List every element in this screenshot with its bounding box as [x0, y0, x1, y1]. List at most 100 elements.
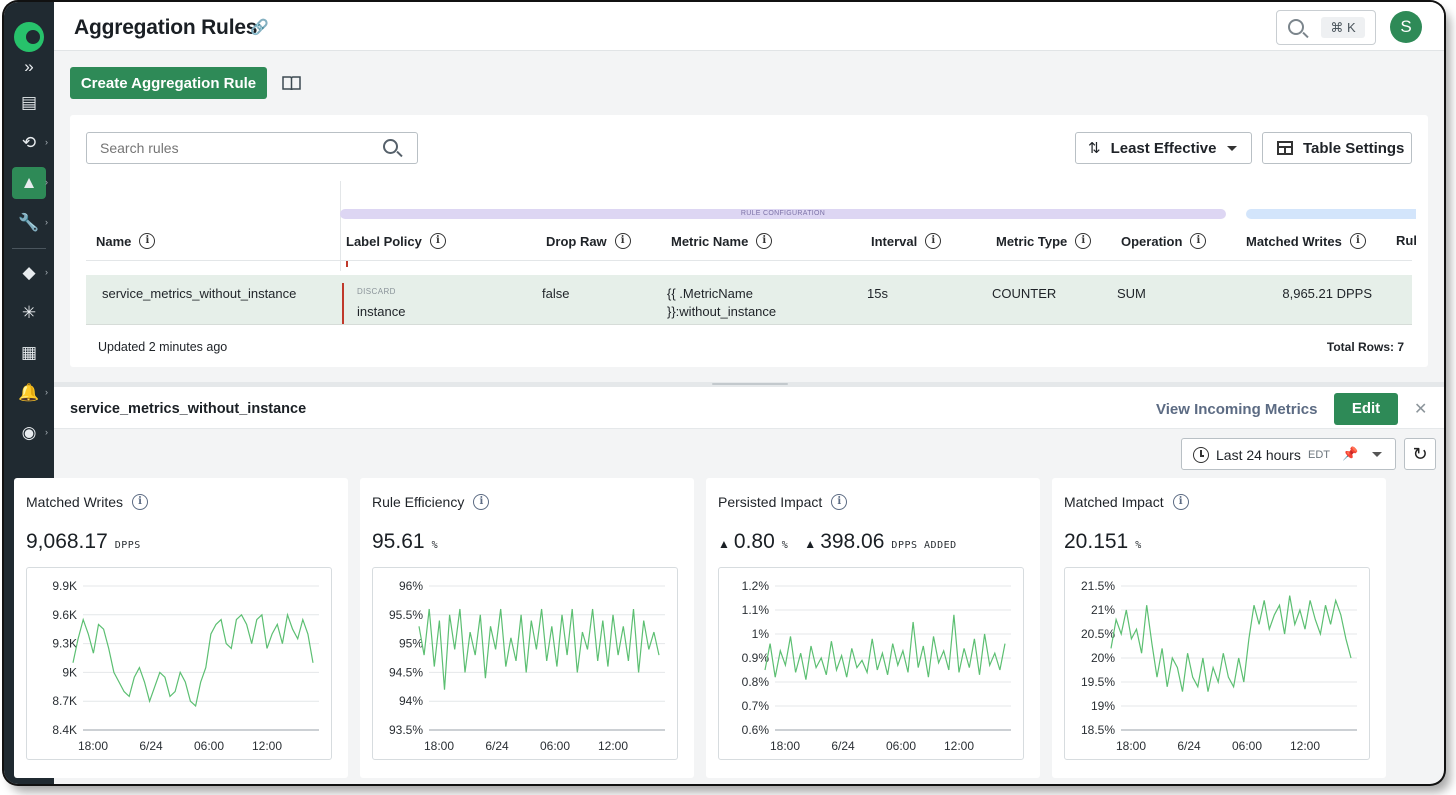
shapes-icon[interactable]: ▲ › — [4, 166, 54, 200]
metric-name-value-line2: }}:without_instance — [667, 304, 777, 319]
info-icon[interactable]: i — [132, 494, 148, 510]
network-icon[interactable]: ✳ — [21, 303, 37, 322]
y-tick-label: 19% — [1091, 699, 1115, 713]
table-settings-button[interactable]: Table Settings — [1262, 132, 1412, 164]
y-tick-label: 93.5% — [389, 723, 423, 737]
logo-icon[interactable] — [14, 22, 44, 52]
chart: 1.2% 1.1% 1% 0.9% 0.8% 0.7% 0.6% 18:00 6/24 06:00… — [718, 567, 1024, 760]
column-header-label-policy[interactable]: Label Policy i — [346, 233, 446, 249]
y-tick-label: 1.1% — [742, 603, 770, 617]
info-icon[interactable]: i — [1349, 233, 1366, 249]
card-title: Rule Efficiency i — [372, 494, 490, 510]
info-icon[interactable]: i — [139, 233, 156, 249]
y-tick-label: 94% — [399, 694, 423, 708]
metric-value: ▲ 0.80% ▲ 398.06 DPPS ADDED — [718, 530, 957, 553]
drop-raw-value: false — [542, 286, 570, 301]
column-header-rule[interactable]: Rul — [1396, 233, 1416, 248]
discard-marker — [342, 283, 344, 324]
info-icon[interactable]: i — [831, 494, 848, 510]
view-incoming-metrics-link[interactable]: View Incoming Metrics — [1156, 401, 1318, 418]
y-tick-label: 0.7% — [742, 699, 770, 713]
logs-icon[interactable]: ▤ — [20, 93, 38, 112]
table-icon — [1277, 141, 1293, 155]
card-title: Matched Impact i — [1064, 494, 1189, 510]
column-header-metric-name[interactable]: Metric Name i — [671, 233, 773, 249]
y-tick-label: 9.3K — [52, 637, 77, 651]
detail-header: service_metrics_without_instance View In… — [54, 387, 1444, 429]
y-tick-label: 18.5% — [1081, 723, 1115, 737]
policy-marker — [346, 261, 348, 267]
y-tick-label: 9.9K — [52, 579, 77, 593]
resize-divider[interactable] — [54, 382, 1444, 387]
series-line — [764, 614, 1006, 680]
metric-type-value: COUNTER — [992, 286, 1057, 301]
y-tick-label: 0.6% — [742, 723, 770, 737]
info-icon[interactable]: i — [1172, 494, 1189, 510]
link-icon[interactable]: 🔗 — [250, 19, 269, 36]
column-header-name[interactable]: Name i — [96, 233, 156, 249]
traces-icon[interactable]: ⟲ › — [21, 133, 48, 152]
y-tick-label: 1% — [752, 627, 770, 641]
pin-icon[interactable]: 📌 — [1342, 446, 1359, 461]
updated-timestamp: Updated 2 minutes ago — [98, 340, 228, 354]
y-tick-label: 21% — [1091, 603, 1115, 617]
y-tick-label: 94.5% — [389, 665, 423, 679]
x-tick-label: 18:00 — [78, 739, 108, 753]
docs-book-icon[interactable] — [282, 75, 301, 91]
table-settings-label: Table Settings — [1303, 139, 1405, 157]
detail-title: service_metrics_without_instance — [70, 401, 307, 417]
x-tick-label: 06:00 — [194, 739, 224, 753]
expand-sidebar-icon[interactable]: » — [24, 57, 34, 76]
chart-svg: 1.2% 1.1% 1% 0.9% 0.8% 0.7% 0.6%18:00 6/24 06:00… — [742, 579, 1011, 753]
column-header-metric-type[interactable]: Metric Type i — [996, 233, 1092, 249]
x-tick-label: 6/24 — [485, 739, 509, 753]
column-header-matched-writes[interactable]: Matched Writes i — [1246, 233, 1366, 249]
refresh-button[interactable]: ↻ — [1404, 438, 1436, 470]
card-title: Persisted Impact i — [718, 494, 848, 510]
time-range-select[interactable]: Last 24 hours EDT 📌 — [1181, 438, 1396, 470]
compass-icon[interactable]: ◉ › — [21, 423, 48, 442]
global-search[interactable]: ⌘ K — [1276, 10, 1376, 45]
info-icon[interactable]: i — [614, 233, 631, 249]
edit-button[interactable]: Edit — [1334, 393, 1398, 425]
sort-dropdown[interactable]: ⇅ Least Effective — [1075, 132, 1252, 164]
x-tick-label: 18:00 — [424, 739, 454, 753]
y-tick-label: 8.4K — [52, 723, 77, 737]
y-tick-label: 0.9% — [742, 651, 770, 665]
x-tick-label: 6/24 — [139, 739, 163, 753]
column-header-operation[interactable]: Operation i — [1121, 233, 1207, 249]
y-tick-label: 21.5% — [1081, 579, 1115, 593]
wrench-icon[interactable]: 🔧 › — [18, 213, 48, 232]
y-tick-label: 95% — [399, 637, 423, 651]
services-icon[interactable]: ◆ › — [22, 263, 48, 282]
x-tick-label: 06:00 — [1232, 739, 1262, 753]
close-icon[interactable]: ✕ — [1414, 401, 1428, 418]
search-rules-input[interactable] — [86, 132, 418, 164]
rule-name[interactable]: service_metrics_without_instance — [102, 286, 297, 301]
create-aggregation-rule-button[interactable]: Create Aggregation Rule — [70, 67, 267, 99]
chart: 9.9K 9.6K 9.3K 9K 8.7K 8.4K 18:00 6/24 06:00 12:0… — [26, 567, 332, 760]
rules-panel: ⇅ Least Effective Table Settings RULE CO… — [70, 115, 1428, 367]
table-row[interactable]: service_metrics_without_instance DISCARD… — [86, 275, 1412, 325]
metric-card-matched-writes: Matched Writes i 9,068.17 DPPS 9.9K 9.6K 9.3… — [14, 478, 348, 778]
info-icon[interactable]: i — [473, 494, 490, 510]
column-header-drop-raw[interactable]: Drop Raw i — [546, 233, 631, 249]
info-icon[interactable]: i — [429, 233, 446, 249]
info-icon[interactable]: i — [925, 233, 942, 249]
info-icon[interactable]: i — [1190, 233, 1207, 249]
chart-svg: 96% 95.5% 95% 94.5% 94% 93.5%18:00 6/24 06:00 12… — [389, 579, 665, 753]
avatar[interactable]: S — [1390, 11, 1422, 43]
info-icon[interactable]: i — [756, 233, 773, 249]
x-tick-label: 12:00 — [252, 739, 282, 753]
column-header-interval[interactable]: Interval i — [871, 233, 942, 249]
bell-icon[interactable]: 🔔 › — [18, 383, 48, 402]
x-tick-label: 12:00 — [1290, 739, 1320, 753]
chevron-down-icon — [1227, 146, 1237, 151]
metric-card-matched-impact: Matched Impact i 20.151% 21.5% 21% 20.5% 20%… — [1052, 478, 1386, 778]
chart: 21.5% 21% 20.5% 20% 19.5% 19% 18.5% 18:00 6/24 06… — [1064, 567, 1370, 760]
y-tick-label: 1.2% — [742, 579, 770, 593]
dashboard-icon[interactable]: ▦ — [20, 343, 38, 362]
resize-handle[interactable] — [712, 383, 788, 385]
y-tick-label: 9.6K — [52, 608, 77, 622]
info-icon[interactable]: i — [1075, 233, 1092, 249]
